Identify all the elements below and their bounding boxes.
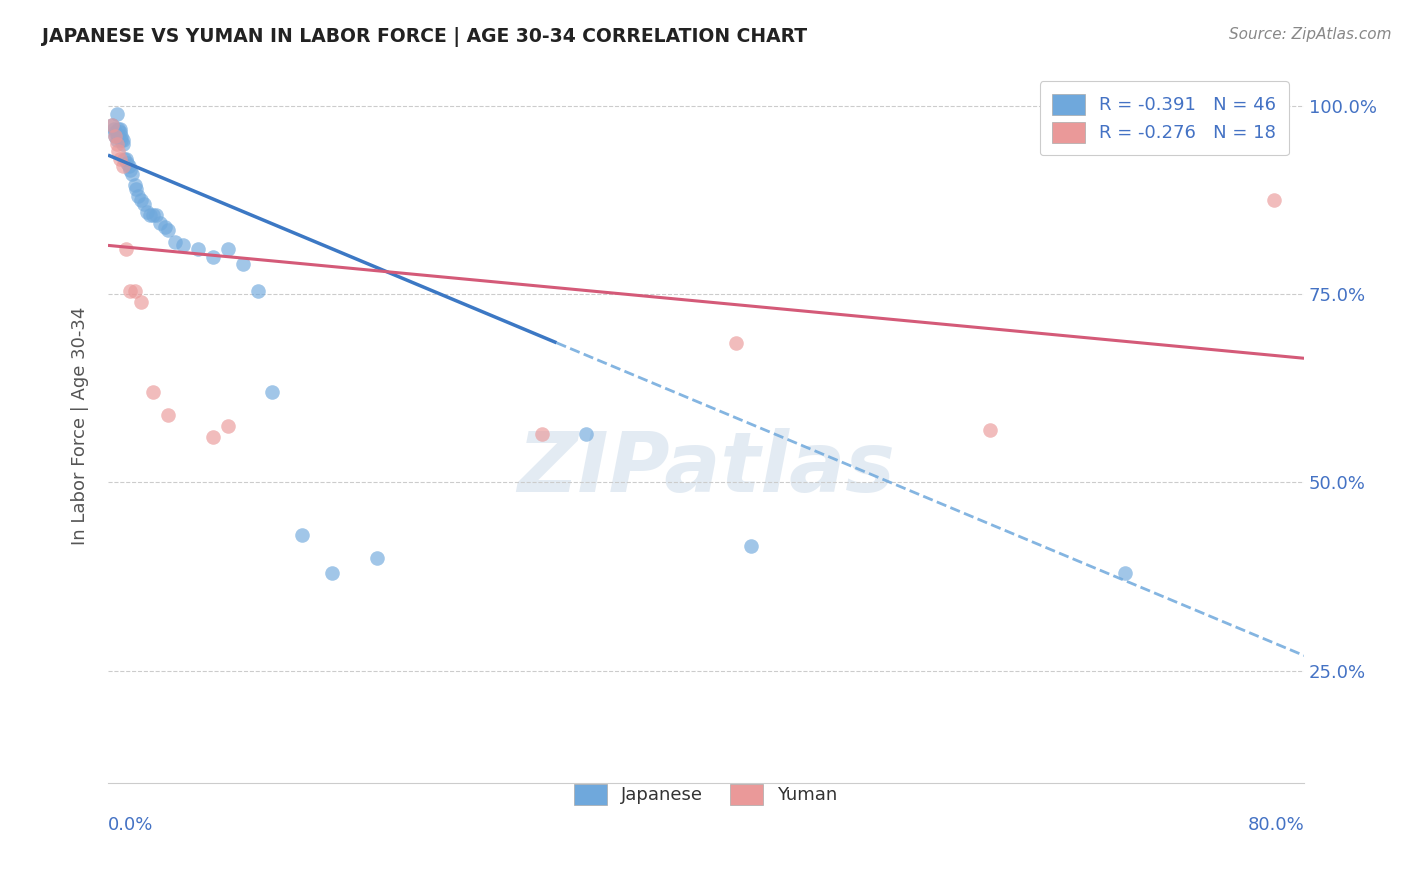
Text: Source: ZipAtlas.com: Source: ZipAtlas.com xyxy=(1229,27,1392,42)
Point xyxy=(172,238,194,252)
Point xyxy=(103,121,125,136)
Point xyxy=(120,284,142,298)
Point xyxy=(108,121,131,136)
Point xyxy=(105,136,128,151)
Point xyxy=(153,219,176,234)
Point xyxy=(124,178,146,193)
Point xyxy=(321,566,343,580)
Point xyxy=(1263,193,1285,207)
Point xyxy=(132,197,155,211)
Point xyxy=(217,419,239,434)
Point xyxy=(111,133,134,147)
Point xyxy=(121,167,143,181)
Point xyxy=(291,528,314,542)
Point xyxy=(115,242,138,256)
Point xyxy=(107,145,129,159)
Point xyxy=(201,430,224,444)
Text: ZIPatlas: ZIPatlas xyxy=(517,428,896,509)
Point xyxy=(101,118,124,132)
Point xyxy=(149,216,172,230)
Text: 80.0%: 80.0% xyxy=(1247,815,1305,834)
Point xyxy=(104,129,127,144)
Point xyxy=(104,126,127,140)
Y-axis label: In Labor Force | Age 30-34: In Labor Force | Age 30-34 xyxy=(72,307,89,545)
Point xyxy=(232,257,254,271)
Point xyxy=(101,118,124,132)
Text: 0.0%: 0.0% xyxy=(108,815,153,834)
Point xyxy=(979,423,1001,437)
Point xyxy=(124,284,146,298)
Point xyxy=(135,204,157,219)
Point xyxy=(201,250,224,264)
Point xyxy=(142,385,165,400)
Point xyxy=(145,208,167,222)
Point xyxy=(740,540,762,554)
Point xyxy=(111,136,134,151)
Point xyxy=(262,385,284,400)
Point xyxy=(139,208,162,222)
Point xyxy=(530,426,553,441)
Point xyxy=(107,129,129,144)
Point xyxy=(108,126,131,140)
Point xyxy=(118,160,141,174)
Point xyxy=(156,408,179,422)
Point xyxy=(110,129,132,144)
Point xyxy=(575,426,598,441)
Point xyxy=(127,189,149,203)
Point xyxy=(217,242,239,256)
Point xyxy=(105,106,128,120)
Point xyxy=(120,163,142,178)
Point xyxy=(111,160,134,174)
Point xyxy=(105,133,128,147)
Point xyxy=(187,242,209,256)
Point xyxy=(156,223,179,237)
Text: JAPANESE VS YUMAN IN LABOR FORCE | AGE 30-34 CORRELATION CHART: JAPANESE VS YUMAN IN LABOR FORCE | AGE 3… xyxy=(42,27,807,46)
Point xyxy=(115,152,138,166)
Point xyxy=(107,121,129,136)
Point xyxy=(129,193,152,207)
Point xyxy=(142,208,165,222)
Point xyxy=(724,336,747,351)
Point xyxy=(114,152,136,166)
Point xyxy=(366,550,388,565)
Point xyxy=(129,294,152,309)
Legend: Japanese, Yuman: Japanese, Yuman xyxy=(562,772,851,817)
Point xyxy=(117,155,139,169)
Point xyxy=(108,152,131,166)
Point xyxy=(165,235,187,249)
Point xyxy=(104,129,127,144)
Point xyxy=(125,182,148,196)
Point xyxy=(246,284,269,298)
Point xyxy=(1114,566,1136,580)
Point xyxy=(110,133,132,147)
